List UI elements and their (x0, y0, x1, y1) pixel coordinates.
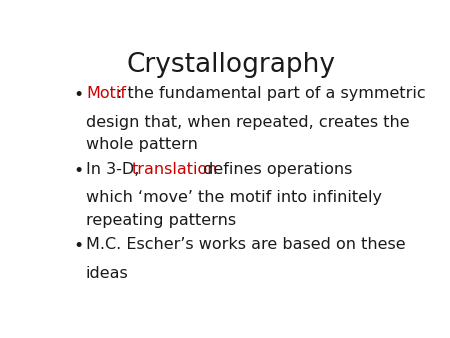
Text: defines operations: defines operations (198, 162, 353, 176)
Text: •: • (73, 86, 83, 104)
Text: whole pattern: whole pattern (86, 137, 198, 152)
Text: In 3-D,: In 3-D, (86, 162, 144, 176)
Text: repeating patterns: repeating patterns (86, 213, 236, 228)
Text: •: • (73, 162, 83, 179)
Text: M.C. Escher’s works are based on these: M.C. Escher’s works are based on these (86, 237, 405, 252)
Text: Crystallography: Crystallography (126, 52, 335, 78)
Text: Motif: Motif (86, 86, 126, 101)
Text: design that, when repeated, creates the: design that, when repeated, creates the (86, 115, 410, 130)
Text: ideas: ideas (86, 266, 129, 281)
Text: : the fundamental part of a symmetric: : the fundamental part of a symmetric (117, 86, 426, 101)
Text: •: • (73, 237, 83, 255)
Text: translation: translation (131, 162, 218, 176)
Text: which ‘move’ the motif into infinitely: which ‘move’ the motif into infinitely (86, 190, 382, 205)
